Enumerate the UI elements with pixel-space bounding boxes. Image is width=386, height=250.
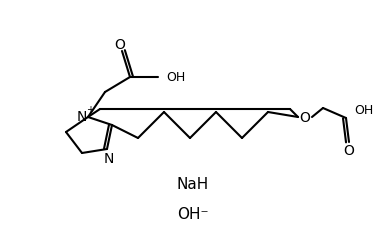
Text: +: + <box>86 104 94 115</box>
Text: OH⁻: OH⁻ <box>177 207 209 222</box>
Text: NaH: NaH <box>177 177 209 192</box>
Text: O: O <box>115 38 125 52</box>
Text: OH: OH <box>166 71 185 84</box>
Text: O: O <box>300 110 310 124</box>
Text: N: N <box>77 110 87 124</box>
Text: OH: OH <box>354 104 373 117</box>
Text: O: O <box>344 144 354 157</box>
Text: N: N <box>104 152 114 165</box>
